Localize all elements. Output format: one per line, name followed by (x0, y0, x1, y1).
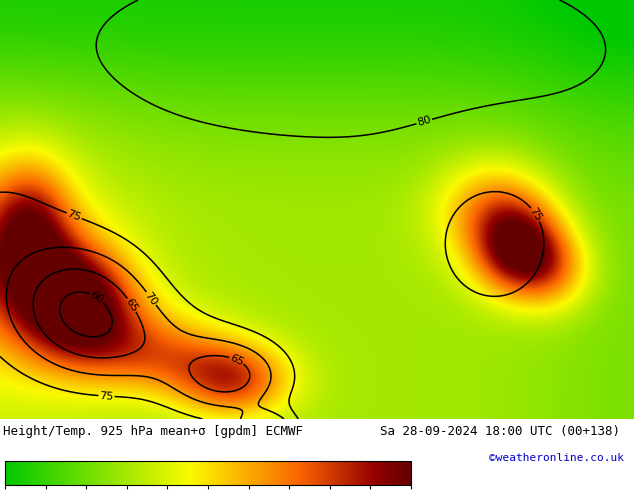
Text: ©weatheronline.co.uk: ©weatheronline.co.uk (489, 453, 624, 463)
Text: 65: 65 (228, 352, 245, 368)
Text: 75: 75 (527, 206, 543, 223)
Text: 70: 70 (143, 290, 159, 307)
Text: 75: 75 (99, 391, 114, 401)
Text: 65: 65 (124, 296, 140, 314)
Text: Height/Temp. 925 hPa mean+σ [gpdm] ECMWF: Height/Temp. 925 hPa mean+σ [gpdm] ECMWF (3, 424, 303, 438)
Text: 60: 60 (88, 290, 105, 305)
Text: 80: 80 (416, 115, 432, 128)
Text: 75: 75 (66, 209, 82, 223)
Text: Sa 28-09-2024 18:00 UTC (00+138): Sa 28-09-2024 18:00 UTC (00+138) (380, 424, 621, 438)
